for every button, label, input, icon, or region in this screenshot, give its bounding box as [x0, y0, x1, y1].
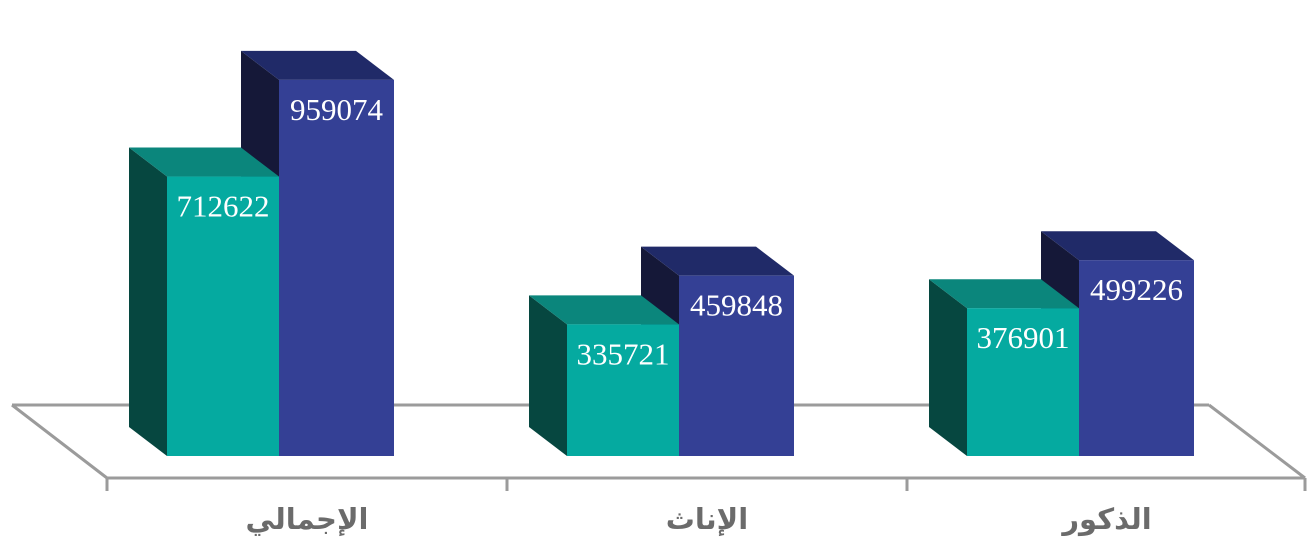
bar-blue-group-1: 459848 [641, 246, 794, 456]
bar-value-label: 335721 [577, 336, 670, 371]
bar-front-face [967, 308, 1079, 456]
bar-teal-group-2: 376901 [929, 279, 1079, 456]
bar-side-face [529, 295, 567, 456]
bar-side-face [929, 279, 967, 456]
bar-front-face [167, 176, 279, 456]
bar-front-face [567, 324, 679, 456]
category-label-males: الذكور [1062, 502, 1152, 536]
bar-top-face [529, 295, 679, 325]
bar-front-face [279, 79, 394, 456]
bar-top-face [641, 246, 794, 276]
bar-value-label: 499226 [1090, 272, 1183, 307]
bar-teal-group-0: 712622 [129, 147, 279, 456]
category-label-total: الإجمالي [245, 502, 369, 536]
bar-value-label: 712622 [177, 189, 270, 224]
bar-front-face [679, 275, 794, 456]
bars: 959074 712622 459848 335721 499226 376901 [129, 50, 1194, 456]
bar-top-face [1041, 231, 1194, 261]
bar-front-face [1079, 260, 1194, 456]
bar-side-face [129, 147, 167, 456]
bar-top-face [929, 279, 1079, 309]
bar-teal-group-1: 335721 [529, 295, 679, 456]
bar-top-face [241, 50, 394, 80]
category-label-females: الإناث [665, 502, 749, 536]
bar-value-label: 376901 [977, 320, 1070, 355]
bar-value-label: 959074 [290, 92, 384, 127]
bar-value-label: 459848 [690, 288, 783, 323]
bar-top-face [129, 147, 279, 177]
